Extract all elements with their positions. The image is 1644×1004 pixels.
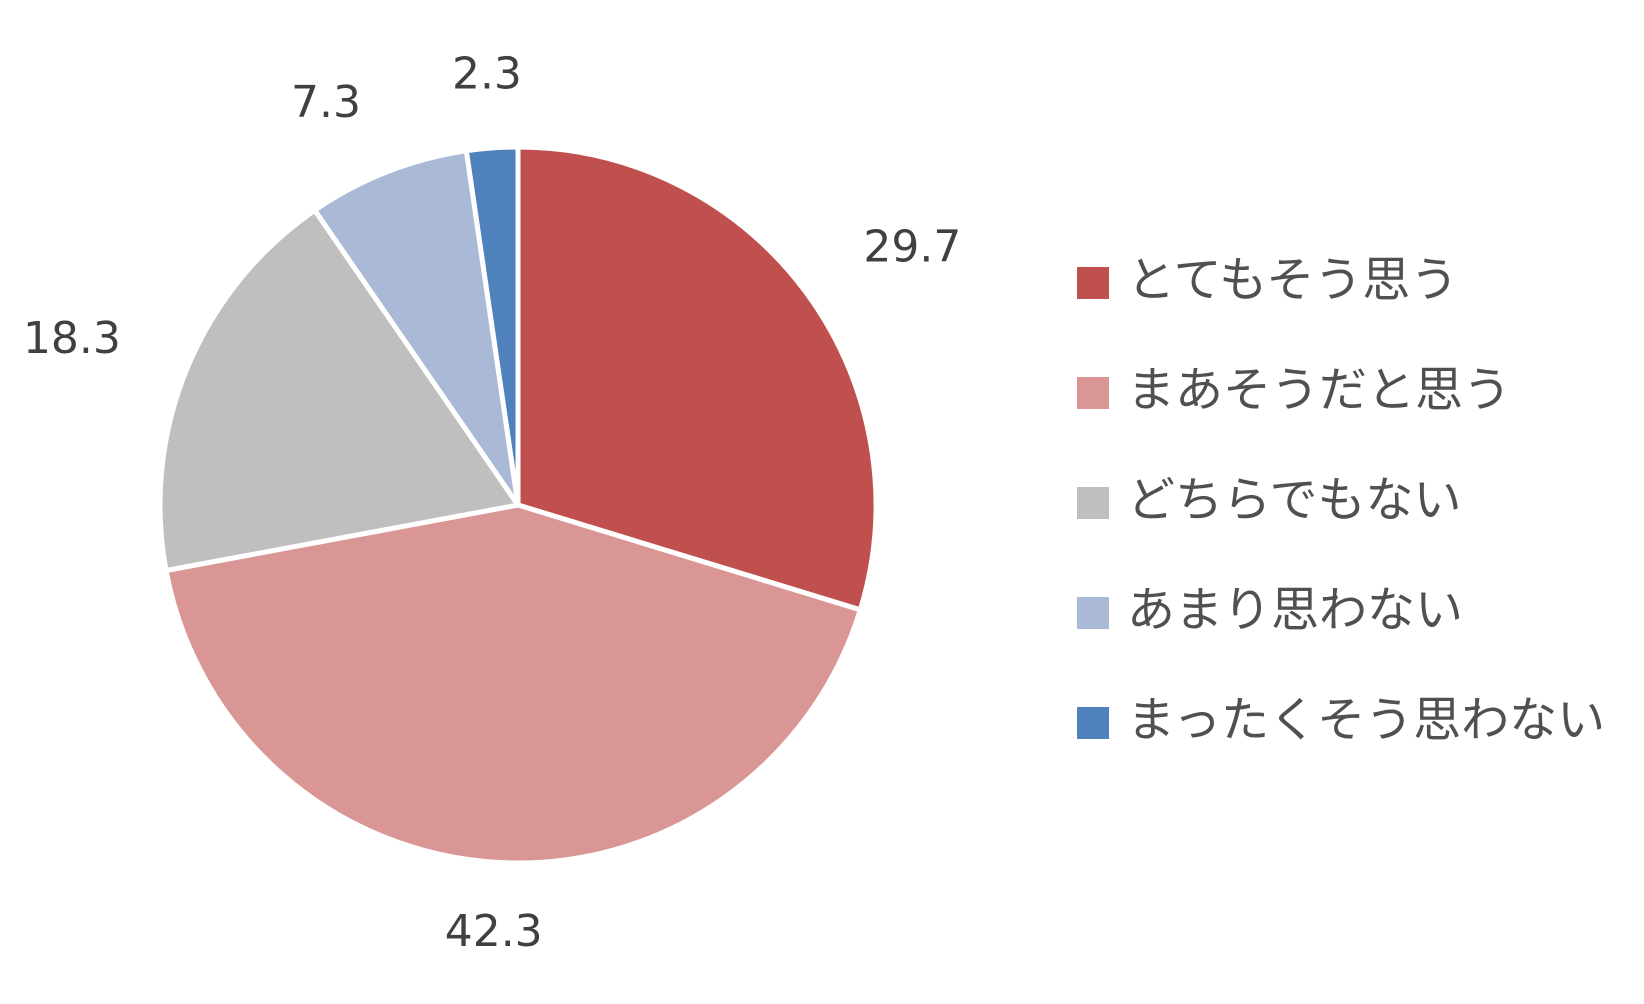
- data-label: 18.3: [23, 313, 121, 364]
- data-label: 29.7: [863, 222, 961, 273]
- pie-slice: [157, 206, 523, 574]
- pie-slice: [311, 147, 521, 507]
- pie-slice: [515, 144, 879, 613]
- legend-swatch: [1077, 707, 1109, 739]
- legend-label: あまり思わない: [1127, 582, 1463, 638]
- pie-slice: [163, 502, 864, 866]
- legend-swatch: [1077, 267, 1109, 299]
- data-label: 7.3: [291, 77, 361, 128]
- legend-swatch: [1077, 487, 1109, 519]
- legend-label: どちらでもない: [1127, 472, 1462, 528]
- legend-swatch: [1077, 377, 1109, 409]
- data-label: 42.3: [445, 906, 543, 957]
- legend-label: まあそうだと思う: [1127, 362, 1511, 418]
- pie-slice: [463, 144, 521, 506]
- data-label: 2.3: [452, 49, 522, 100]
- legend-label: とてもそう思う: [1127, 252, 1458, 308]
- legend-label: まったくそう思わない: [1127, 692, 1605, 748]
- legend-swatch: [1077, 597, 1109, 629]
